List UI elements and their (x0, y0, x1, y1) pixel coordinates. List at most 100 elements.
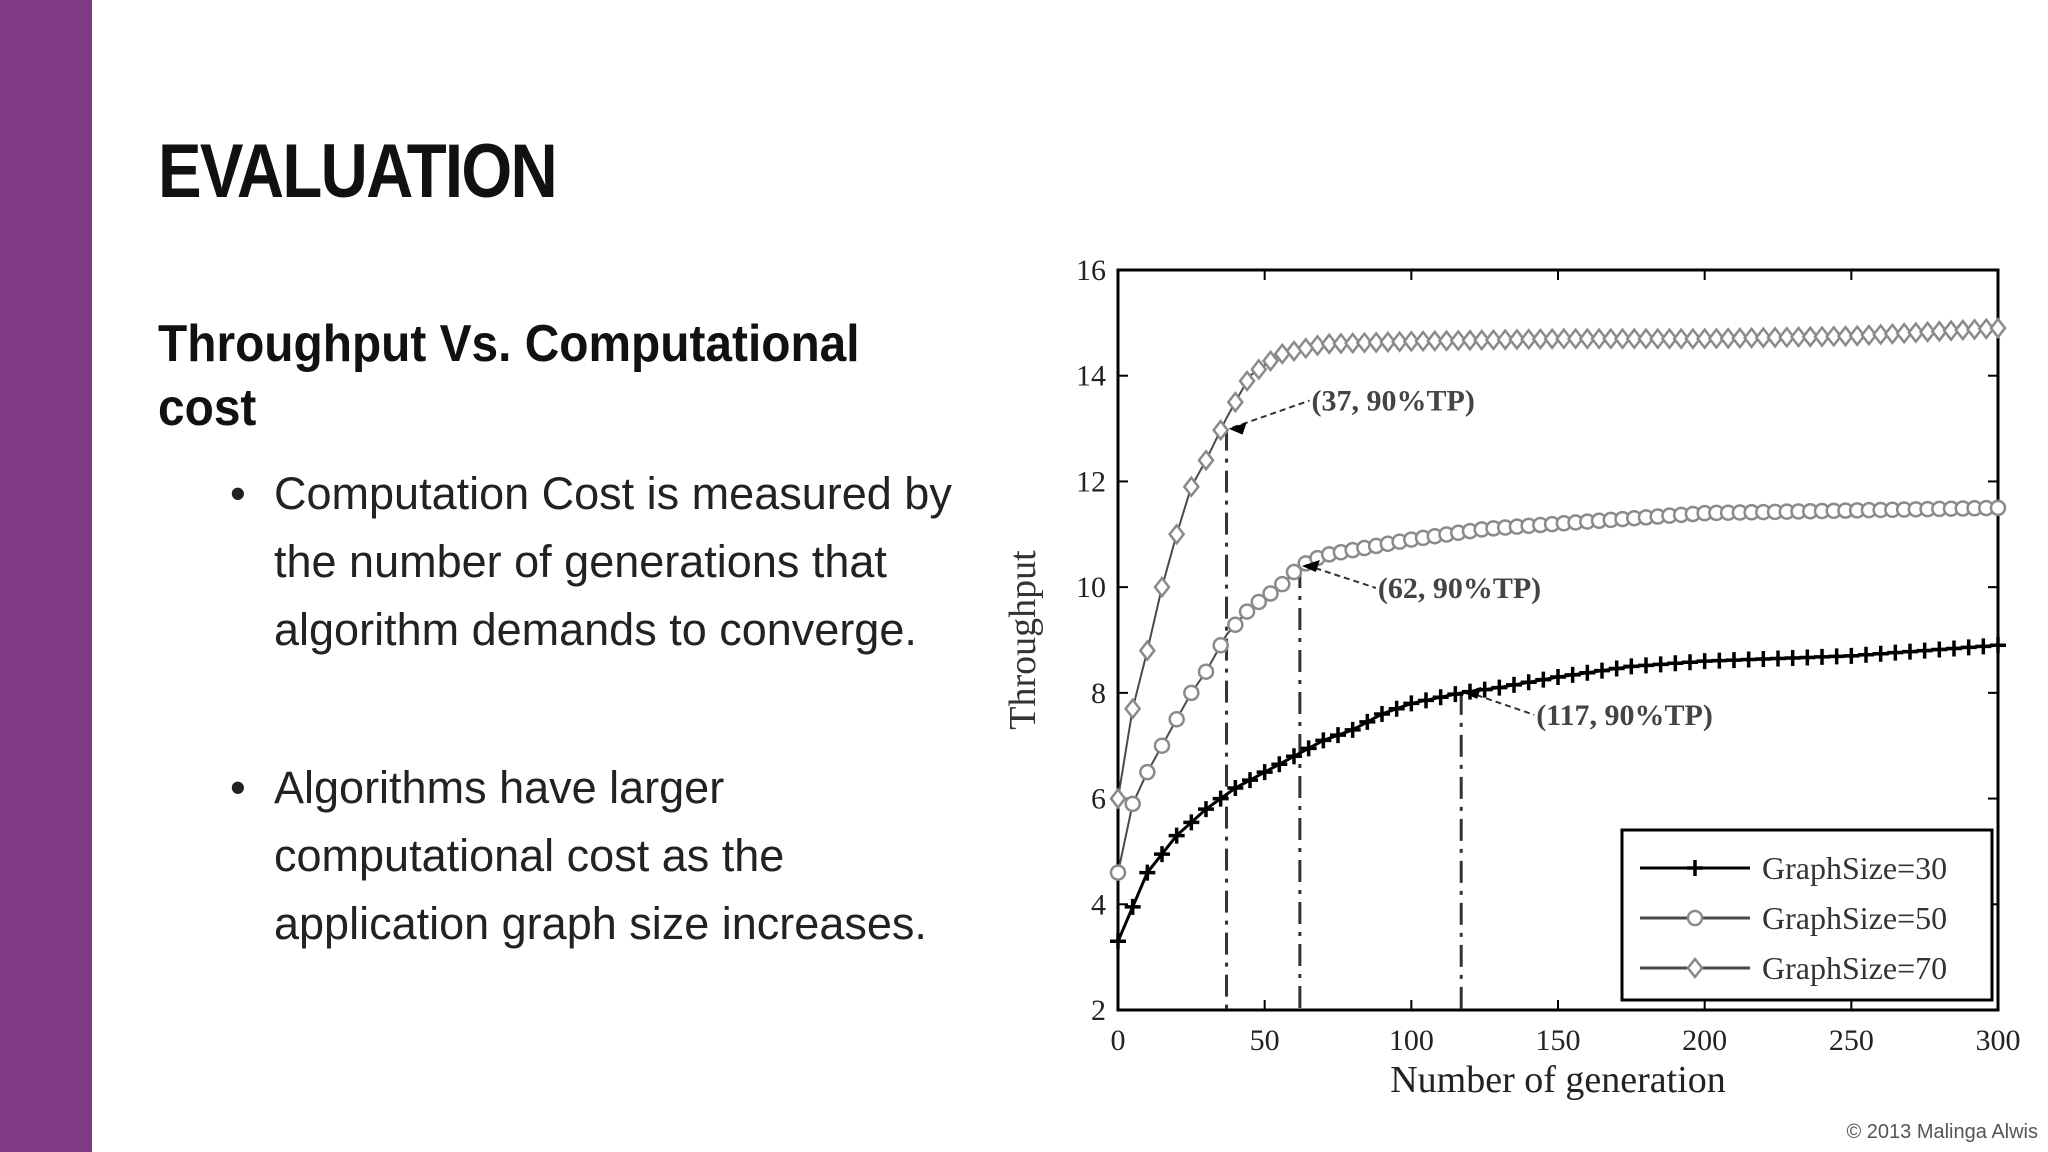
data-point (1332, 332, 1350, 355)
data-point (1182, 475, 1200, 498)
data-point (1883, 322, 1901, 345)
data-point (1860, 324, 1878, 347)
data-point (1740, 651, 1757, 668)
data-point (1403, 695, 1420, 712)
data-point (1848, 324, 1866, 347)
data-point (1168, 711, 1185, 728)
data-point (1531, 327, 1549, 351)
data-point (1660, 327, 1679, 350)
data-point (1274, 575, 1291, 593)
data-point (1755, 651, 1772, 668)
data-point (1250, 358, 1268, 381)
data-point (1801, 325, 1819, 348)
x-tick-label: 0 (1111, 1024, 1126, 1057)
annotation-arrow (1305, 564, 1377, 589)
data-point (1696, 653, 1713, 670)
data-point (1770, 650, 1786, 667)
data-point (1843, 647, 1860, 664)
data-point (1197, 663, 1215, 680)
data-point (1696, 327, 1714, 350)
data-point (1426, 329, 1444, 352)
accent-bar (0, 0, 92, 1152)
data-point (1256, 764, 1273, 781)
data-point (1153, 737, 1171, 754)
data-point (1672, 327, 1690, 350)
data-point (1602, 327, 1620, 350)
data-point (1388, 700, 1405, 717)
x-tick-label: 250 (1829, 1024, 1874, 1057)
x-tick-label: 50 (1250, 1024, 1280, 1057)
data-point (1139, 763, 1156, 781)
data-point (1418, 692, 1434, 709)
data-point (1649, 327, 1667, 350)
data-point (1652, 656, 1669, 673)
data-point (1814, 648, 1830, 665)
data-point (1212, 419, 1230, 442)
data-point (1271, 756, 1288, 773)
data-point (1682, 654, 1698, 671)
data-point (1828, 648, 1845, 665)
data-point (1858, 646, 1874, 663)
y-tick-label: 4 (1091, 888, 1106, 921)
bullet-item: Algorithms have larger computational cos… (230, 754, 1010, 958)
series-circle (1109, 499, 2007, 881)
data-point (1447, 686, 1464, 703)
data-point (1227, 780, 1244, 796)
data-point (1784, 649, 1801, 666)
series-group (1109, 317, 2007, 950)
data-point (1895, 322, 1913, 345)
x-tick-label: 100 (1389, 1024, 1434, 1057)
data-point (1989, 499, 2007, 517)
data-point (1520, 328, 1538, 351)
data-point (1872, 645, 1889, 662)
data-point (1930, 320, 1948, 343)
legend-box (1620, 828, 1994, 1002)
data-point (1330, 727, 1346, 744)
data-point (1916, 642, 1933, 659)
y-tick-label: 10 (1076, 571, 1106, 604)
data-point (1506, 676, 1522, 693)
data-point (1902, 643, 1918, 660)
data-point (1437, 329, 1456, 352)
data-point (1226, 391, 1244, 414)
annotation-arrowhead (1301, 560, 1320, 572)
slide-title: EVALUATION (158, 129, 558, 214)
bullet-list: Computation Cost is measured by the numb… (230, 460, 1010, 958)
data-point (1183, 684, 1200, 702)
data-point (1907, 321, 1925, 344)
data-point (1198, 801, 1214, 818)
data-point (1567, 327, 1585, 350)
data-point (1520, 674, 1537, 691)
data-point (1543, 327, 1561, 350)
y-tick-label: 8 (1091, 677, 1106, 710)
data-point (1285, 563, 1303, 581)
y-tick-label: 6 (1091, 783, 1106, 816)
data-point (1168, 827, 1185, 844)
data-point (1153, 576, 1171, 599)
data-point (1778, 326, 1796, 349)
annotation-label: (117, 90%TP) (1536, 699, 1713, 732)
data-point (1297, 337, 1315, 360)
annotation-label: (37, 90%TP) (1312, 385, 1475, 418)
annotation-arrowhead (1228, 422, 1247, 435)
data-point (1608, 660, 1625, 677)
data-point (1731, 327, 1749, 350)
data-point (1473, 329, 1491, 352)
data-point (1315, 732, 1332, 749)
data-point (1461, 329, 1479, 352)
data-point (1754, 326, 1772, 349)
data-point (1990, 637, 2006, 654)
data-point (1965, 318, 1984, 341)
data-point (1367, 331, 1385, 354)
data-point (1946, 640, 1962, 657)
data-point (1766, 326, 1784, 349)
bullet-item: Computation Cost is measured by the numb… (230, 460, 1010, 664)
data-point (1227, 616, 1244, 634)
data-point (1975, 638, 1992, 655)
data-point (1684, 327, 1702, 350)
data-point (1344, 332, 1362, 355)
data-point (1197, 449, 1215, 472)
data-point (1564, 666, 1581, 683)
data-point (1212, 790, 1229, 807)
data-point (1109, 787, 1127, 810)
